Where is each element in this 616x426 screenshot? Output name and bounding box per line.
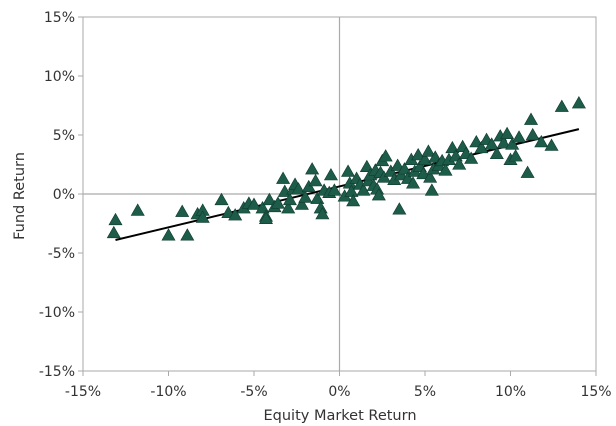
data-point xyxy=(323,168,338,181)
data-point xyxy=(195,210,210,223)
x-tick-label: -15% xyxy=(65,384,101,400)
data-point xyxy=(258,211,273,224)
data-point xyxy=(378,149,393,162)
data-point xyxy=(411,147,426,161)
data-point xyxy=(281,201,296,214)
data-point xyxy=(214,192,229,206)
data-point xyxy=(327,183,342,196)
y-tick-label: -10% xyxy=(39,305,75,321)
data-point xyxy=(344,184,359,197)
data-point xyxy=(341,164,356,177)
data-point xyxy=(298,190,313,203)
data-point xyxy=(505,137,520,150)
data-point xyxy=(315,206,330,220)
x-tick-label: 5% xyxy=(414,384,436,400)
data-point xyxy=(554,99,569,112)
data-point xyxy=(228,208,243,221)
data-point xyxy=(282,192,297,206)
y-tick-label: -5% xyxy=(48,246,75,262)
data-point xyxy=(571,96,586,109)
data-point xyxy=(423,170,438,183)
data-point xyxy=(371,188,386,201)
data-point xyxy=(106,225,121,239)
data-point xyxy=(484,137,499,150)
data-point xyxy=(291,182,306,195)
x-tick-label: -10% xyxy=(150,384,186,400)
data-point xyxy=(294,197,309,210)
data-point xyxy=(180,228,195,241)
data-point xyxy=(452,157,467,170)
data-point xyxy=(464,151,479,164)
data-point xyxy=(108,212,123,226)
data-point xyxy=(534,134,549,148)
y-tick-label: 0% xyxy=(53,187,75,203)
tick-labels: -15% -10% -5% 0% 5% 10% 15% -15% -10% -5% 0% 5% 10% 1… xyxy=(39,10,612,400)
data-point xyxy=(390,158,405,171)
y-tick-label: 15% xyxy=(44,10,75,26)
data-point xyxy=(421,144,436,157)
data-point xyxy=(246,197,262,210)
x-tick-label: 0% xyxy=(328,384,350,400)
data-point xyxy=(496,136,511,149)
data-point xyxy=(346,193,361,207)
data-point xyxy=(438,163,453,176)
data-point xyxy=(406,176,421,189)
data-point xyxy=(544,138,559,151)
y-tick-label: 10% xyxy=(44,69,75,85)
data-point xyxy=(161,228,176,241)
data-point xyxy=(424,183,439,196)
y-tick-label: 5% xyxy=(53,128,75,144)
data-point xyxy=(525,127,540,141)
data-point xyxy=(305,162,320,175)
y-axis-label: Fund Return xyxy=(12,152,28,240)
plot-axes xyxy=(78,16,597,376)
x-tick-label: -5% xyxy=(240,384,267,400)
data-point xyxy=(524,112,539,125)
data-point xyxy=(310,191,325,204)
data-point xyxy=(469,134,484,148)
x-axis-label: Equity Market Return xyxy=(263,408,416,424)
data-points xyxy=(106,96,586,241)
data-point xyxy=(489,146,504,160)
data-point xyxy=(130,203,145,216)
data-point xyxy=(512,130,527,143)
data-point xyxy=(500,126,515,139)
data-point xyxy=(520,165,535,178)
data-point xyxy=(416,166,431,180)
y-tick-label: -15% xyxy=(39,364,75,380)
x-tick-label: 15% xyxy=(580,384,611,400)
data-point xyxy=(276,171,291,184)
data-point xyxy=(175,204,190,217)
data-point xyxy=(392,202,407,215)
x-tick-label: 10% xyxy=(495,384,526,400)
data-point xyxy=(397,162,412,175)
data-point xyxy=(356,183,371,196)
data-point xyxy=(270,196,285,209)
data-point xyxy=(308,173,323,187)
data-point xyxy=(474,140,489,154)
data-point xyxy=(417,152,433,165)
data-point xyxy=(262,192,277,206)
data-point xyxy=(508,149,523,162)
